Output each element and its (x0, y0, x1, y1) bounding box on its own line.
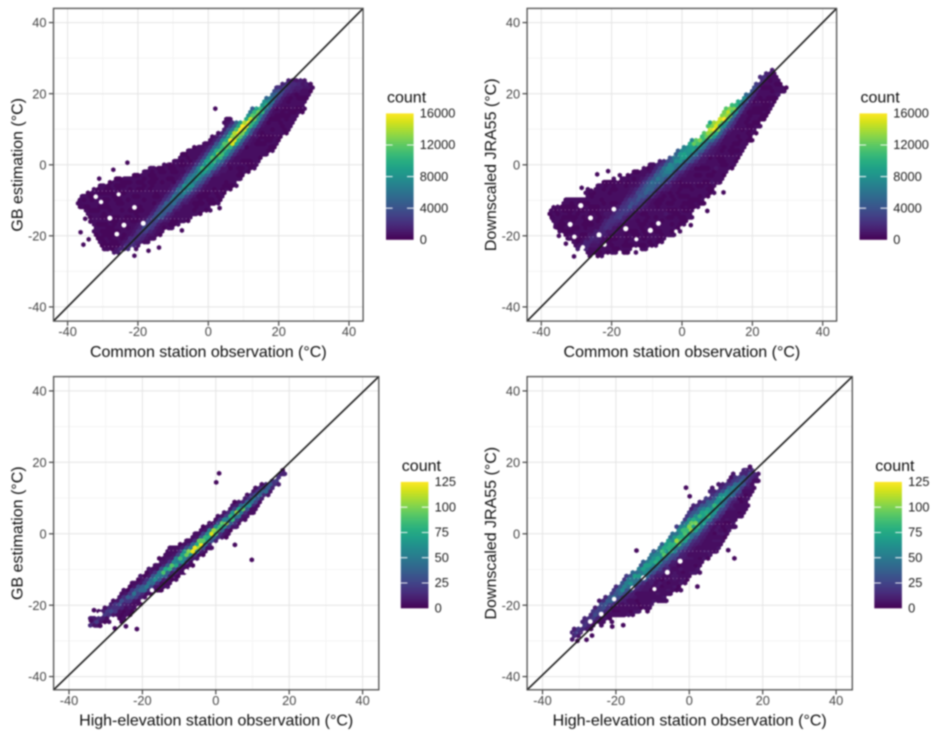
svg-text:0: 0 (435, 601, 442, 616)
svg-text:count: count (875, 458, 915, 475)
svg-text:count: count (387, 90, 427, 107)
svg-text:20: 20 (506, 455, 520, 470)
svg-text:-20: -20 (28, 228, 47, 243)
svg-text:40: 40 (506, 15, 520, 30)
svg-text:0: 0 (678, 324, 685, 339)
svg-text:20: 20 (272, 324, 286, 339)
svg-text:-20: -20 (28, 598, 47, 613)
svg-text:GB estimation (°C): GB estimation (°C) (10, 466, 27, 600)
svg-text:40: 40 (506, 384, 520, 399)
svg-text:High-elevation station observa: High-elevation station observation (°C) (553, 713, 827, 730)
svg-text:40: 40 (342, 324, 356, 339)
svg-text:12000: 12000 (420, 137, 456, 152)
svg-text:20: 20 (756, 693, 770, 708)
svg-text:0: 0 (212, 693, 219, 708)
svg-text:50: 50 (435, 550, 449, 565)
svg-text:20: 20 (745, 324, 759, 339)
svg-text:25: 25 (908, 575, 922, 590)
svg-text:4000: 4000 (420, 200, 448, 215)
svg-text:Downscaled JRA55 (°C): Downscaled JRA55 (°C) (483, 78, 500, 251)
svg-text:16000: 16000 (893, 106, 929, 121)
svg-text:50: 50 (908, 550, 922, 565)
svg-text:-40: -40 (502, 300, 521, 315)
svg-text:0: 0 (908, 601, 915, 616)
svg-text:40: 40 (816, 324, 830, 339)
svg-text:0: 0 (205, 324, 212, 339)
svg-text:count: count (402, 458, 442, 475)
svg-text:0: 0 (420, 232, 427, 247)
svg-text:-40: -40 (532, 324, 551, 339)
svg-text:20: 20 (32, 455, 46, 470)
svg-text:125: 125 (908, 474, 929, 489)
svg-text:20: 20 (32, 86, 46, 101)
svg-text:High-elevation station observa: High-elevation station observation (°C) (79, 713, 353, 730)
svg-text:-40: -40 (58, 324, 77, 339)
svg-text:0: 0 (893, 232, 900, 247)
svg-text:count: count (861, 90, 901, 107)
svg-text:-20: -20 (129, 324, 148, 339)
svg-text:100: 100 (908, 499, 929, 514)
svg-text:-20: -20 (602, 324, 621, 339)
svg-text:-40: -40 (28, 669, 47, 684)
svg-text:0: 0 (513, 526, 520, 541)
svg-text:-20: -20 (607, 693, 626, 708)
svg-text:0: 0 (39, 157, 46, 172)
svg-text:25: 25 (435, 575, 449, 590)
svg-text:-20: -20 (502, 598, 521, 613)
svg-text:8000: 8000 (420, 169, 448, 184)
svg-text:125: 125 (435, 474, 456, 489)
svg-text:20: 20 (506, 86, 520, 101)
svg-text:GB estimation (°C): GB estimation (°C) (10, 98, 27, 232)
svg-text:8000: 8000 (893, 169, 921, 184)
svg-text:-40: -40 (533, 693, 552, 708)
svg-text:40: 40 (32, 15, 46, 30)
svg-text:0: 0 (39, 526, 46, 541)
svg-text:Common station observation (°C: Common station observation (°C) (90, 344, 327, 361)
svg-text:40: 40 (829, 693, 843, 708)
svg-text:-20: -20 (502, 228, 521, 243)
svg-text:20: 20 (282, 693, 296, 708)
svg-text:40: 40 (355, 693, 369, 708)
svg-text:4000: 4000 (893, 200, 921, 215)
svg-text:40: 40 (32, 384, 46, 399)
svg-text:-40: -40 (28, 300, 47, 315)
svg-text:12000: 12000 (893, 137, 929, 152)
svg-text:0: 0 (513, 157, 520, 172)
svg-text:-40: -40 (60, 693, 79, 708)
svg-text:16000: 16000 (420, 106, 456, 121)
svg-text:-20: -20 (133, 693, 152, 708)
svg-text:Common station observation (°C: Common station observation (°C) (564, 344, 801, 361)
svg-text:0: 0 (686, 693, 693, 708)
svg-text:100: 100 (435, 499, 456, 514)
svg-text:75: 75 (908, 525, 922, 540)
svg-text:Downscaled JRA55 (°C): Downscaled JRA55 (°C) (483, 447, 500, 620)
svg-text:-40: -40 (502, 669, 521, 684)
svg-text:75: 75 (435, 525, 449, 540)
